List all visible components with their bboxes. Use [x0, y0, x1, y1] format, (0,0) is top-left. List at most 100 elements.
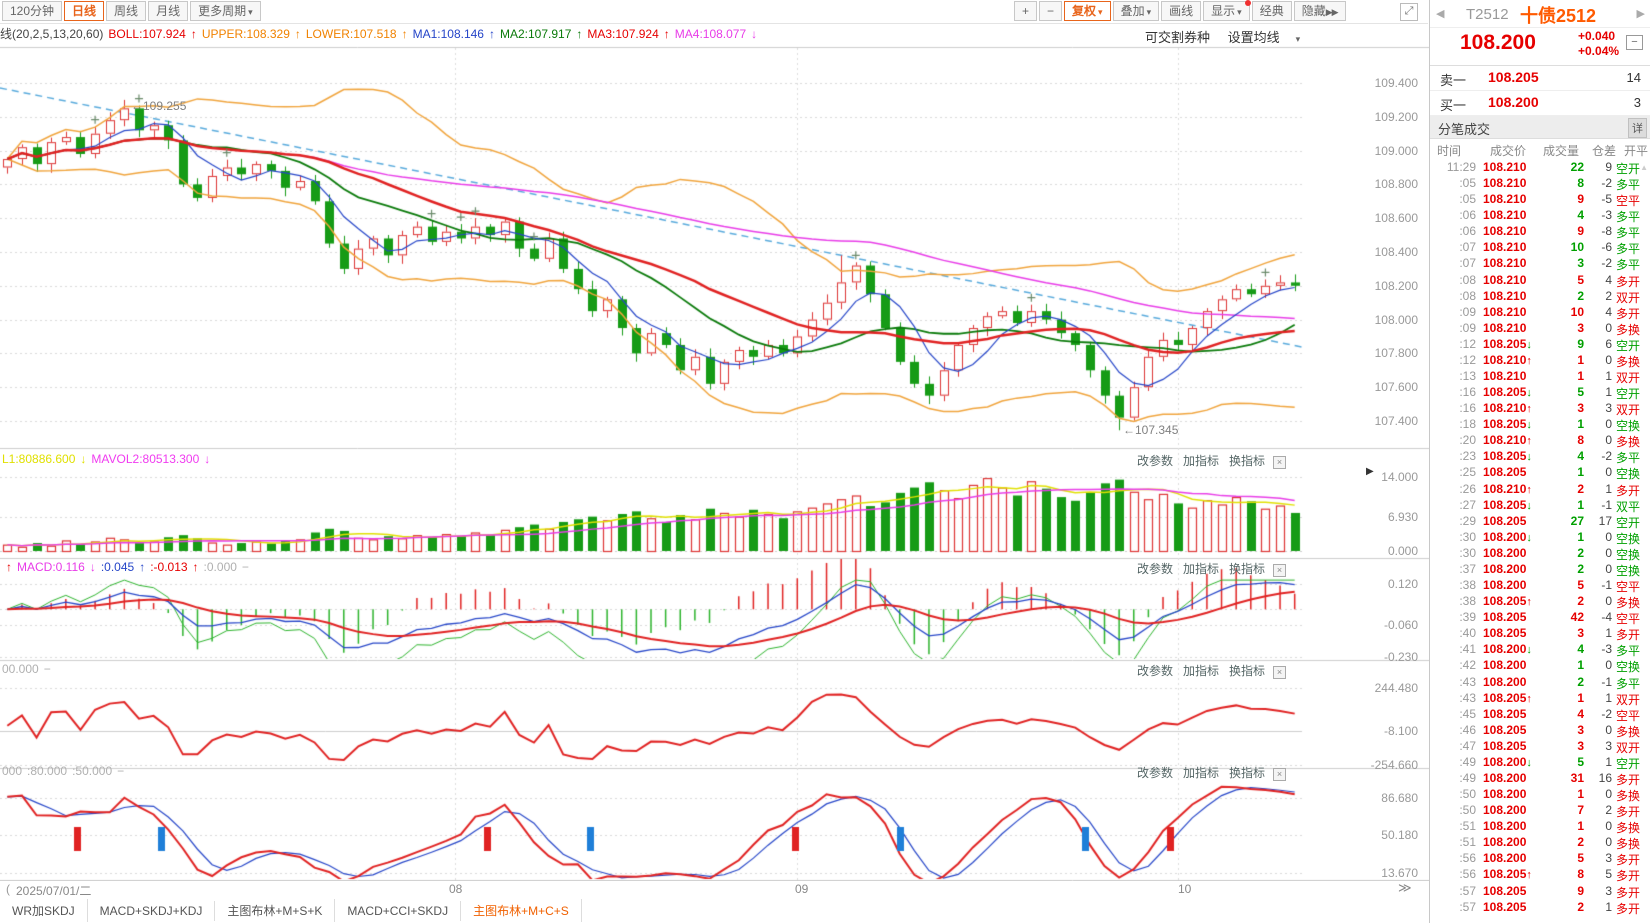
period-tab-1[interactable]: 日线 [64, 1, 105, 21]
tick-row[interactable]: :43 108.200 2 -1 多平 [1430, 674, 1650, 691]
pane-link-0[interactable]: 改参数 [1136, 664, 1173, 678]
tick-row[interactable]: :20 108.210↑ 8 0 多换 [1430, 432, 1650, 449]
tick-row[interactable]: :39 108.205 42 -4 空平 [1430, 609, 1650, 627]
tick-row[interactable]: :06 108.210 9 -8 多平 [1430, 223, 1650, 240]
tick-row[interactable]: :41 108.200↓ 4 -3 多平 [1430, 641, 1650, 658]
tick-row[interactable]: :09 108.210 3 0 多换 [1430, 320, 1650, 337]
tick-row[interactable]: :27 108.205↓ 1 -1 双平 [1430, 497, 1650, 514]
tick-price: 108.200↓ [1483, 642, 1532, 656]
close-icon[interactable]: × [1273, 666, 1286, 679]
tick-row[interactable]: :37 108.200 2 0 空换 [1430, 561, 1650, 578]
preset-button-3[interactable]: MACD+CCI+SKDJ [335, 901, 462, 921]
tick-row[interactable]: :30 108.200↓ 1 0 空换 [1430, 529, 1650, 546]
tick-row[interactable]: :43 108.205↑ 1 1 双开 [1430, 690, 1650, 707]
minimize-button[interactable]: − [1626, 35, 1643, 50]
tick-row[interactable]: :57 108.205 2 1 多开 [1430, 899, 1650, 916]
tick-row[interactable]: :56 108.205↑ 8 5 多开 [1430, 866, 1650, 883]
tick-row[interactable]: :47 108.205 3 3 双开 [1430, 738, 1650, 755]
pane-link-1[interactable]: 加指标 [1182, 664, 1219, 678]
preset-button-1[interactable]: MACD+SKDJ+KDJ [88, 901, 216, 921]
pane-link-0[interactable]: 改参数 [1136, 454, 1173, 468]
toolbar-button-1[interactable]: − [1039, 1, 1063, 21]
toolbar-button-7[interactable]: 隐藏▶▶ [1293, 1, 1346, 21]
pane-link-0[interactable]: 改参数 [1136, 562, 1173, 576]
tick-open-close-flag: 空平 [1616, 612, 1641, 627]
tick-row[interactable]: :16 108.210↑ 3 3 双开 [1430, 400, 1650, 417]
detail-button[interactable]: 详 [1628, 118, 1647, 138]
tick-row[interactable]: :05 108.210 9 -5 空平 [1430, 191, 1650, 208]
pane-link-2[interactable]: 换指标 [1228, 766, 1265, 780]
tick-row[interactable]: :38 108.205↑ 2 0 多换 [1430, 593, 1650, 610]
pane-link-1[interactable]: 加指标 [1182, 766, 1219, 780]
period-tab-4[interactable]: 更多周期 ▾ [190, 1, 261, 21]
tick-row[interactable]: :08 108.210 5 4 多开 [1430, 272, 1650, 289]
prev-contract-icon[interactable]: ◀ [1436, 8, 1445, 20]
tick-row[interactable]: :50 108.200 7 2 多开 [1430, 802, 1650, 819]
toolbar-button-3[interactable]: 叠加 ▾ [1112, 1, 1160, 21]
tick-row[interactable]: :09 108.210 10 4 多开 [1430, 304, 1650, 321]
period-tab-3[interactable]: 月线 [148, 1, 189, 21]
tick-row[interactable]: :50 108.200 1 0 多换 [1430, 786, 1650, 803]
scroll-up-icon[interactable]: ▲ [1640, 163, 1648, 172]
close-icon[interactable]: × [1273, 564, 1286, 577]
tick-row[interactable]: :42 108.200 1 0 空换 [1430, 657, 1650, 674]
tick-row[interactable]: :26 108.210↑ 2 1 多开 [1430, 481, 1650, 498]
tick-open-close-flag: 空换 [1616, 547, 1641, 562]
ma-setting-link[interactable]: 设置均线 ▾ [1227, 30, 1301, 45]
tick-row[interactable]: :07 108.210 10 -6 多平 [1430, 239, 1650, 256]
axis-label-main: 109.200 [1374, 110, 1418, 124]
pane-link-2[interactable]: 换指标 [1228, 562, 1265, 576]
preset-button-4[interactable]: 主图布林+M+C+S [461, 899, 582, 922]
tick-row[interactable]: :06 108.210 4 -3 多平 [1430, 207, 1650, 224]
fullscreen-icon[interactable]: ⤢ [1400, 3, 1418, 21]
tick-row[interactable]: :51 108.200 2 0 多换 [1430, 834, 1650, 851]
tick-row[interactable]: :46 108.205 3 0 多换 [1430, 722, 1650, 739]
next-contract-icon[interactable]: ▶ [1636, 8, 1645, 20]
preset-button-2[interactable]: 主图布林+M+S+K [215, 899, 336, 922]
toolbar-button-2[interactable]: 复权 ▾ [1064, 1, 1111, 21]
tick-row[interactable]: :49 108.200↓ 5 1 空开 [1430, 754, 1650, 771]
tick-volume: 7 [1577, 803, 1584, 818]
toolbar-button-4[interactable]: 画线 [1161, 1, 1202, 21]
pane-link-1[interactable]: 加指标 [1182, 562, 1219, 576]
pane-collapse-handle[interactable]: ▶ [1366, 466, 1374, 477]
close-icon[interactable]: × [1273, 768, 1286, 781]
tick-row[interactable]: :13 108.210 1 1 双开 [1430, 368, 1650, 385]
tick-row[interactable]: :51 108.200 1 0 多换 [1430, 818, 1650, 835]
tick-row[interactable]: 11:29 108.210 22 9 空开 [1430, 159, 1650, 176]
toolbar-button-5[interactable]: 显示 ▾ [1203, 0, 1251, 21]
tick-row[interactable]: :25 108.205 1 0 空换 [1430, 464, 1650, 481]
toolbar-button-6[interactable]: 经典 [1251, 1, 1292, 21]
preset-button-0[interactable]: WR加SKDJ [0, 899, 88, 922]
close-icon[interactable]: × [1273, 456, 1286, 469]
deliverable-bonds-link[interactable]: 可交割券种 [1145, 30, 1211, 45]
tick-row[interactable]: :57 108.205 9 3 多开 [1430, 883, 1650, 900]
tick-row[interactable]: :23 108.205↓ 4 -2 多平 [1430, 448, 1650, 465]
tick-row[interactable]: :12 108.205↓ 9 6 空开 [1430, 336, 1650, 353]
tick-row[interactable]: :45 108.205 4 -2 空平 [1430, 706, 1650, 723]
pane-link-2[interactable]: 换指标 [1228, 454, 1265, 468]
tick-row[interactable]: :05 108.210 8 -2 多平 [1430, 175, 1650, 192]
tick-row[interactable]: :16 108.205↓ 5 1 空开 [1430, 384, 1650, 401]
tick-row[interactable]: :18 108.205↓ 1 0 空换 [1430, 416, 1650, 433]
pane-link-0[interactable]: 改参数 [1136, 766, 1173, 780]
tick-row[interactable]: :38 108.200 5 -1 空平 [1430, 577, 1650, 594]
tick-row[interactable]: :12 108.210↑ 1 0 多换 [1430, 352, 1650, 369]
tick-row[interactable]: :30 108.200 2 0 空换 [1430, 545, 1650, 562]
more-button[interactable]: ≫ [1398, 880, 1412, 895]
tick-price-value: 108.200 [1483, 787, 1527, 802]
pane-link-2[interactable]: 换指标 [1228, 664, 1265, 678]
tick-volume: 1 [1577, 690, 1584, 705]
tick-list[interactable]: 11:29 108.210 22 9 空开:05 108.210 8 -2 多平:05 108.2… [1430, 159, 1650, 916]
tick-row[interactable]: :40 108.205 3 1 多开 [1430, 625, 1650, 642]
chart-canvas[interactable] [0, 0, 1430, 881]
pane-link-1[interactable]: 加指标 [1182, 454, 1219, 468]
period-tab-0[interactable]: 120分钟 [2, 1, 63, 21]
tick-row[interactable]: :07 108.210 3 -2 多平 [1430, 255, 1650, 272]
toolbar-button-0[interactable]: + [1014, 1, 1038, 21]
tick-row[interactable]: :08 108.210 2 2 双开 [1430, 288, 1650, 305]
tick-row[interactable]: :49 108.200 31 16 多开 [1430, 770, 1650, 787]
tick-row[interactable]: :56 108.200 5 3 多开 [1430, 850, 1650, 867]
period-tab-2[interactable]: 周线 [106, 1, 147, 21]
tick-row[interactable]: :29 108.205 27 17 空开 [1430, 513, 1650, 530]
